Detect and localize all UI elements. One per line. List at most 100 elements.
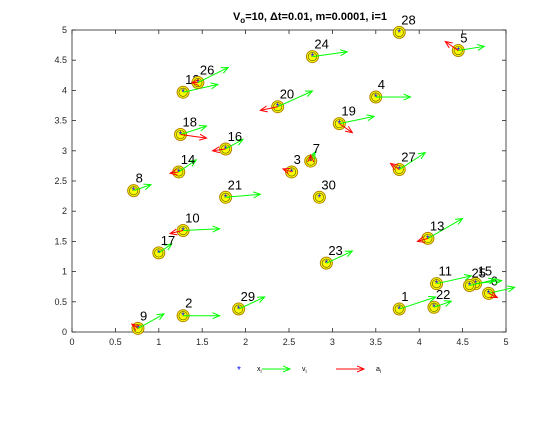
particle-30: *30 — [312, 177, 336, 204]
particle-ring-inner — [175, 129, 186, 140]
x-tick-label: 1.5 — [196, 337, 209, 347]
legend-entry-x: * xi — [237, 365, 262, 376]
particle-label: 27 — [401, 150, 415, 165]
x-tick-label: 3 — [330, 337, 335, 347]
velocity-arrow — [427, 218, 463, 239]
position-star: * — [337, 119, 341, 130]
y-tick-label: 2 — [62, 206, 67, 216]
y-tick-label: 4 — [62, 85, 67, 95]
axis-ticks: 0 0.5 1 1.5 2 2.5 3 3.5 4 4.5 5 0 0.5 1 1.5 2 2.5 3 3.5 4 4.… — [54, 25, 508, 347]
particle-label: 21 — [228, 177, 242, 192]
particle-25: *25 — [463, 265, 496, 292]
acceleration-arrow — [132, 324, 138, 328]
x-tick-label: 3.5 — [370, 337, 383, 347]
acceleration-arrow — [339, 123, 352, 133]
particle-label: 13 — [430, 218, 444, 233]
particle-28: *28 — [392, 12, 416, 39]
velocity-arrow — [180, 126, 207, 135]
particle-ring-inner — [453, 45, 463, 56]
particle-label: 4 — [378, 77, 385, 92]
position-star: * — [237, 305, 241, 316]
y-tick-label: 2.5 — [54, 176, 67, 186]
legend-label: xi — [257, 366, 262, 375]
data-marks: *1*2*3*4*5*6*7*8*9*11*12*13*14*15*16*17*… — [127, 12, 515, 335]
particle-label: 15 — [478, 264, 492, 279]
velocity-arrow — [469, 279, 496, 286]
particle-ring-inner — [234, 304, 244, 314]
position-star: * — [157, 248, 161, 259]
position-star: * — [374, 93, 378, 104]
position-star: * — [196, 78, 200, 89]
position-star: * — [181, 311, 185, 322]
velocity-arrow — [436, 276, 472, 285]
position-star: * — [136, 324, 140, 335]
legend-entry-v: vi — [262, 366, 307, 375]
acceleration-arrow — [170, 231, 184, 234]
legend-label-sub: i — [306, 369, 307, 375]
particle-4: *4 — [369, 77, 411, 104]
particle-ring-inner — [394, 27, 404, 37]
particle-label: 26 — [200, 63, 214, 78]
position-star: * — [290, 167, 294, 178]
particle-11: *11 — [430, 264, 472, 291]
y-tick-label: 1 — [62, 267, 67, 277]
position-star: * — [435, 279, 439, 290]
x-tick-label: 4 — [417, 337, 422, 347]
acceleration-arrow — [170, 172, 179, 173]
particle-label: 24 — [314, 37, 328, 52]
particle-3: *3 — [283, 152, 301, 179]
y-tick-label: 4.5 — [54, 55, 67, 65]
x-tick-label: 0 — [69, 337, 74, 347]
position-star: * — [132, 186, 136, 197]
particle-ring-inner — [154, 248, 164, 258]
particle-23: *23 — [319, 243, 352, 270]
velocity-arrow — [183, 229, 219, 231]
particle-ring-inner — [314, 192, 324, 202]
velocity-arrow — [197, 67, 228, 83]
x-tick-label: 2.5 — [283, 337, 296, 347]
velocity-arrow — [158, 244, 172, 254]
particle-label: 14 — [181, 152, 195, 167]
particle-label: 2 — [185, 296, 192, 311]
velocity-arrow — [178, 160, 196, 173]
particle-label: 10 — [185, 211, 199, 226]
particle-16: *16 — [213, 129, 243, 156]
x-tick-label: 4.5 — [456, 337, 469, 347]
particle-ring-inner — [178, 87, 188, 97]
particle-ring-inner — [429, 302, 439, 312]
particle-label: 28 — [401, 12, 415, 27]
particle-7: *7 — [304, 141, 320, 168]
x-tick-label: 2 — [243, 337, 248, 347]
particle-label: 17 — [161, 233, 175, 248]
particle-29: *29 — [232, 289, 265, 316]
particle-5: *5 — [445, 31, 484, 58]
legend-entry-a: ai — [336, 366, 381, 375]
legend-label: vi — [302, 366, 307, 375]
velocity-arrow — [133, 185, 151, 192]
particle-17: *17 — [152, 233, 175, 260]
y-tick-label: 0 — [62, 327, 67, 337]
velocity-arrow — [433, 301, 451, 308]
velocity-arrow — [312, 52, 347, 58]
particle-14: *14 — [170, 152, 196, 179]
position-star: * — [432, 303, 436, 314]
particle-label: 16 — [228, 129, 242, 144]
particle-ring-inner — [307, 52, 317, 62]
acceleration-arrow — [213, 149, 226, 151]
particle-ring-inner — [221, 144, 231, 154]
position-star: * — [181, 226, 185, 237]
particle-13: *13 — [417, 218, 462, 245]
particle-ring-inner — [321, 258, 331, 268]
particle-label: 1 — [401, 289, 408, 304]
x-tick-label: 5 — [503, 337, 508, 347]
particle-22: *22 — [427, 287, 451, 314]
position-star: * — [397, 165, 401, 176]
legend-label: ai — [376, 366, 381, 375]
position-star: * — [309, 157, 313, 168]
particle-label: 11 — [439, 264, 453, 279]
acceleration-arrow — [260, 107, 278, 111]
particle-ring-inner — [394, 304, 404, 314]
acceleration-arrow — [488, 293, 498, 297]
velocity-arrow — [339, 116, 374, 125]
